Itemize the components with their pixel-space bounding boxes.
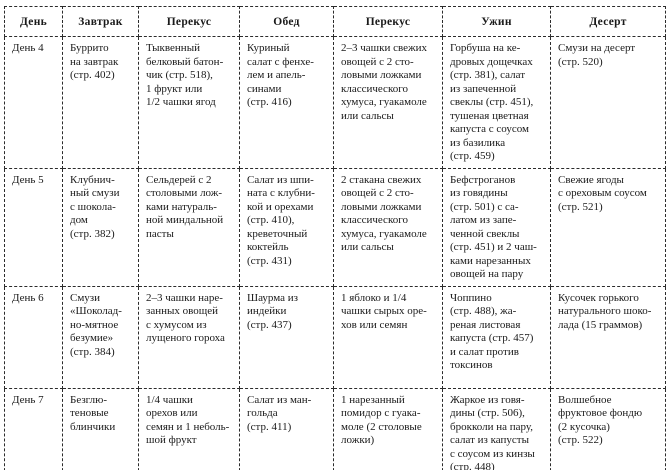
dinner-cell: Чоппино (стр. 488), жа- реная листовая к… <box>442 285 551 389</box>
snack-2-cell: 2 стакана свежих овощей с 2 сто- ловыми … <box>333 167 443 287</box>
breakfast-cell: Клубнич- ный смузи с шокола- дом (стр. 3… <box>62 167 139 287</box>
breakfast-cell: Смузи «Шоколад- но-мятное безумие» (стр.… <box>62 285 139 389</box>
dinner-cell: Бефстроганов из говядины (стр. 501) с са… <box>442 167 551 287</box>
snack-2-cell: 1 яблоко и 1/4 чашки сырых оре- хов или … <box>333 285 443 389</box>
table-row-day-4: День 4 Буррито на завтрак (стр. 402) Тык… <box>4 36 666 169</box>
table-row-day-6: День 6 Смузи «Шоколад- но-мятное безумие… <box>4 285 666 389</box>
lunch-cell: Салат из шпи- ната с клубни- кой и ореха… <box>239 167 334 287</box>
header-row: День Завтрак Перекус Обед Перекус Ужин Д… <box>4 6 666 37</box>
lunch-cell: Салат из ман- гольда (стр. 411) <box>239 387 334 470</box>
dessert-cell: Свежие ягоды с ореховым соусом (стр. 521… <box>550 167 666 287</box>
snack-2-cell: 1 нарезанный помидор с гуака- моле (2 ст… <box>333 387 443 470</box>
snack-1-cell: Тыквенный белковый батон- чик (стр. 518)… <box>138 36 240 169</box>
meal-plan-table: День Завтрак Перекус Обед Перекус Ужин Д… <box>4 6 666 470</box>
day-cell: День 6 <box>4 285 63 389</box>
column-header-snack-2: Перекус <box>333 6 443 37</box>
lunch-cell: Куриный салат с фенхе- лем и апель- сина… <box>239 36 334 169</box>
day-cell: День 7 <box>4 387 63 470</box>
day-cell: День 4 <box>4 36 63 169</box>
column-header-dessert: Десерт <box>550 6 666 37</box>
table-row-day-5: День 5 Клубнич- ный смузи с шокола- дом … <box>4 167 666 287</box>
dinner-cell: Жаркое из говя- дины (стр. 506), броккол… <box>442 387 551 470</box>
column-header-snack-1: Перекус <box>138 6 240 37</box>
column-header-breakfast: Завтрак <box>62 6 139 37</box>
dinner-cell: Горбуша на ке- дровых дощечках (стр. 381… <box>442 36 551 169</box>
column-header-day: День <box>4 6 63 37</box>
dessert-cell: Кусочек горького натурального шоко- лада… <box>550 285 666 389</box>
snack-1-cell: Сельдерей с 2 столовыми лож- ками натура… <box>138 167 240 287</box>
dessert-cell: Волшебное фруктовое фондю (2 кусочка) (с… <box>550 387 666 470</box>
breakfast-cell: Безглю- теновые блинчики <box>62 387 139 470</box>
snack-1-cell: 1/4 чашки орехов или семян и 1 неболь- ш… <box>138 387 240 470</box>
dessert-cell: Смузи на десерт (стр. 520) <box>550 36 666 169</box>
column-header-dinner: Ужин <box>442 6 551 37</box>
snack-1-cell: 2–3 чашки наре- занных овощей с хумусом … <box>138 285 240 389</box>
breakfast-cell: Буррито на завтрак (стр. 402) <box>62 36 139 169</box>
lunch-cell: Шаурма из индейки (стр. 437) <box>239 285 334 389</box>
column-header-lunch: Обед <box>239 6 334 37</box>
day-cell: День 5 <box>4 167 63 287</box>
table-row-day-7: День 7 Безглю- теновые блинчики 1/4 чашк… <box>4 387 666 470</box>
snack-2-cell: 2–3 чашки свежих овощей с 2 сто- ловыми … <box>333 36 443 169</box>
